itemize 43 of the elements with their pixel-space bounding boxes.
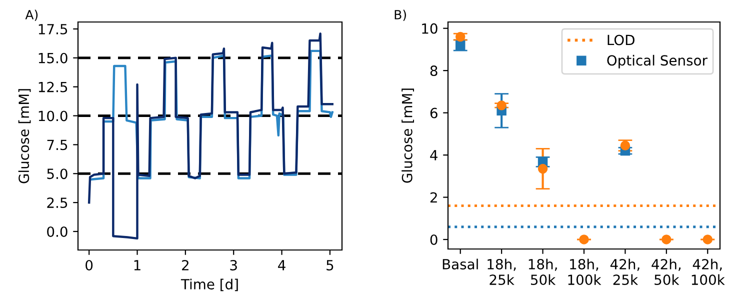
point <box>579 234 589 244</box>
x-axis-title: Time [d] <box>180 278 238 292</box>
x-tick-label: 18h, 25k <box>488 258 516 286</box>
x-tick-label: 4 <box>278 260 286 270</box>
x-tick-label: 18h, 100k <box>568 258 602 286</box>
y-tick-label: 10.0 <box>38 110 68 122</box>
point <box>538 164 548 174</box>
point <box>496 100 506 110</box>
y-tick-label: 2.5 <box>47 198 68 208</box>
y-tick-label: 4 <box>430 150 438 160</box>
x-tick-label: 5 <box>326 260 334 270</box>
y-axis-title: Glucose [mM] <box>402 88 414 183</box>
y-tick-label: 12.5 <box>38 82 68 92</box>
x-tick-label: 42h, 50k <box>652 258 681 286</box>
legend-label: Optical Sensor <box>607 54 708 68</box>
y-tick-label: 0.0 <box>47 226 68 237</box>
y-tick-label: 0 <box>430 234 438 245</box>
x-tick-label: 3 <box>230 260 237 270</box>
y-tick-label: 17.5 <box>38 24 68 34</box>
y-tick-label: 10 <box>422 23 438 34</box>
x-tick-label: 1 <box>134 260 140 270</box>
y-tick-label: 2 <box>430 192 437 203</box>
y-tick-label: 15.0 <box>38 52 68 64</box>
line-series <box>88 32 334 240</box>
x-tick-label: Basal <box>442 258 478 270</box>
y-tick-label: 8 <box>430 66 438 76</box>
x-tick-label: 18h, 50k <box>528 258 557 286</box>
y-tick-label: 6 <box>430 108 438 118</box>
point <box>662 234 672 244</box>
y-tick-label: 7.5 <box>47 140 68 150</box>
point <box>702 234 712 244</box>
chart-title: B) <box>394 10 406 21</box>
x-tick-label: 42h, 25k <box>610 258 640 286</box>
point <box>620 140 630 150</box>
y-tick-label: 5.0 <box>47 168 68 180</box>
chart-title: A) <box>25 10 38 21</box>
y-axis-title: Glucose [mM] <box>18 89 31 184</box>
x-tick-label: 0 <box>86 260 93 270</box>
legend-label: LOD <box>608 34 634 46</box>
point <box>456 40 466 50</box>
point <box>456 32 466 42</box>
x-tick-label: 42h, 100k <box>692 258 725 286</box>
x-tick-label: 2 <box>182 260 188 270</box>
